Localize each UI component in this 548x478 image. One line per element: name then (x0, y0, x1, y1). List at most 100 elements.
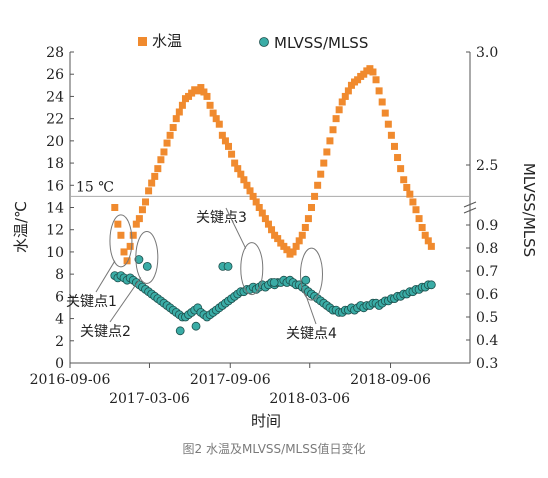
mlvss-mlss-point (142, 261, 152, 271)
water-temp-point (412, 206, 420, 214)
water-temp-point (314, 181, 322, 189)
water-temp-point (295, 237, 303, 245)
water-temp-point (231, 159, 239, 167)
water-temp-point (335, 106, 343, 114)
x-tick-label: 2017-03-06 (109, 391, 190, 407)
water-temp-point (255, 204, 263, 211)
water-temp-point (126, 242, 134, 250)
water-temp-point (258, 209, 266, 217)
water-temp-point (261, 215, 269, 223)
right-y-tick-label: 0.8 (476, 241, 498, 257)
water-temp-point (151, 172, 159, 180)
water-temp-point (397, 165, 405, 173)
water-temp-point (129, 231, 137, 239)
axis-break-mark (463, 201, 477, 214)
water-temp-point (200, 88, 208, 96)
key-point-arrow (305, 293, 317, 325)
legend-ratio-label: MLVSS/MLSS (274, 34, 368, 52)
water-temp-point (203, 92, 211, 100)
water-temp-point (148, 179, 156, 187)
left-y-tick-label: 0 (55, 356, 64, 372)
right-y-tick-label: 0.6 (476, 287, 498, 303)
water-temp-point (329, 126, 337, 134)
water-temp-point (228, 150, 236, 158)
water-temp-point (123, 257, 131, 265)
left-y-tick-label: 28 (46, 45, 64, 61)
water-temp-point (369, 68, 377, 76)
water-temp-point (341, 92, 349, 100)
water-temp-point (145, 187, 153, 195)
water-temp-point (378, 98, 386, 106)
legend-ratio-marker (259, 37, 269, 47)
right-y-tick-label: 0.9 (476, 218, 498, 234)
mlvss-mlss-point (301, 275, 311, 285)
left-y-tick-label: 6 (55, 289, 64, 305)
key-point-label: 关键点2 (80, 324, 131, 340)
left-y-tick-label: 22 (46, 112, 64, 128)
right-y-tick-label: 2.5 (476, 158, 498, 174)
water-temp-point (301, 223, 309, 231)
water-temp-point (375, 87, 383, 95)
water-temp-point (163, 139, 171, 147)
mlvss-mlss-point (426, 280, 436, 290)
x-tick-label: 2018-03-06 (269, 391, 350, 407)
water-temp-point (178, 101, 186, 109)
left-y-tick-label: 12 (46, 223, 64, 239)
water-temp-point (234, 165, 242, 173)
water-temp-point (372, 76, 380, 84)
water-temp-point (384, 120, 392, 128)
water-temp-point (212, 115, 220, 123)
water-temp-point (332, 115, 340, 123)
water-temp-point (338, 98, 346, 106)
water-temp-point (298, 231, 306, 239)
water-temp-point (406, 190, 414, 198)
water-temperature-series (111, 65, 435, 265)
water-temp-point (138, 206, 146, 214)
water-temp-point (246, 187, 254, 195)
water-temp-point (252, 198, 260, 206)
water-temp-point (120, 248, 128, 256)
water-temp-point (304, 215, 312, 223)
water-temp-point (249, 192, 257, 200)
water-temp-point (114, 220, 122, 228)
key-point-ellipse (135, 230, 159, 284)
mlvss-mlss-point (191, 321, 201, 331)
water-temp-point (209, 109, 217, 117)
x-axis-label: 时间 (251, 412, 281, 430)
left-y-tick-label: 16 (46, 178, 64, 194)
key-point-arrow (109, 277, 142, 323)
water-temp-point (427, 242, 435, 250)
left-y-tick-label: 18 (46, 156, 64, 172)
mlvss-mlss-point (134, 255, 144, 264)
water-temp-point (344, 87, 352, 95)
water-temp-point (111, 204, 119, 211)
water-temp-point (160, 148, 168, 156)
right-y-tick-label: 3.0 (476, 45, 498, 61)
water-temp-point (132, 220, 140, 228)
water-temp-point (237, 170, 245, 178)
water-temp-point (409, 198, 417, 206)
water-temp-point (117, 231, 125, 239)
water-temp-point (197, 84, 205, 92)
water-temp-point (320, 159, 328, 167)
mlvss-mlss-series (110, 255, 436, 336)
water-temp-point (221, 137, 229, 145)
water-temp-point (142, 198, 150, 206)
left-y-tick-label: 24 (46, 89, 64, 105)
left-y-tick-label: 26 (46, 67, 64, 83)
water-temp-point (421, 231, 429, 239)
water-temp-point (323, 148, 331, 156)
legend-water-label: 水温 (152, 32, 182, 50)
water-temp-point (274, 235, 282, 243)
key-point-arrow (95, 260, 116, 293)
water-temp-point (166, 131, 174, 139)
water-temp-point (218, 131, 226, 139)
x-tick-label: 2017-09-06 (190, 372, 271, 388)
x-tick-label: 2016-09-06 (30, 372, 111, 388)
right-y-tick-label: 0.7 (476, 264, 498, 280)
water-temp-point (415, 215, 423, 223)
left-y-tick-label: 20 (46, 134, 64, 150)
water-temp-point (289, 248, 297, 256)
water-temp-point (400, 176, 408, 184)
left-y-tick-label: 4 (55, 312, 64, 328)
